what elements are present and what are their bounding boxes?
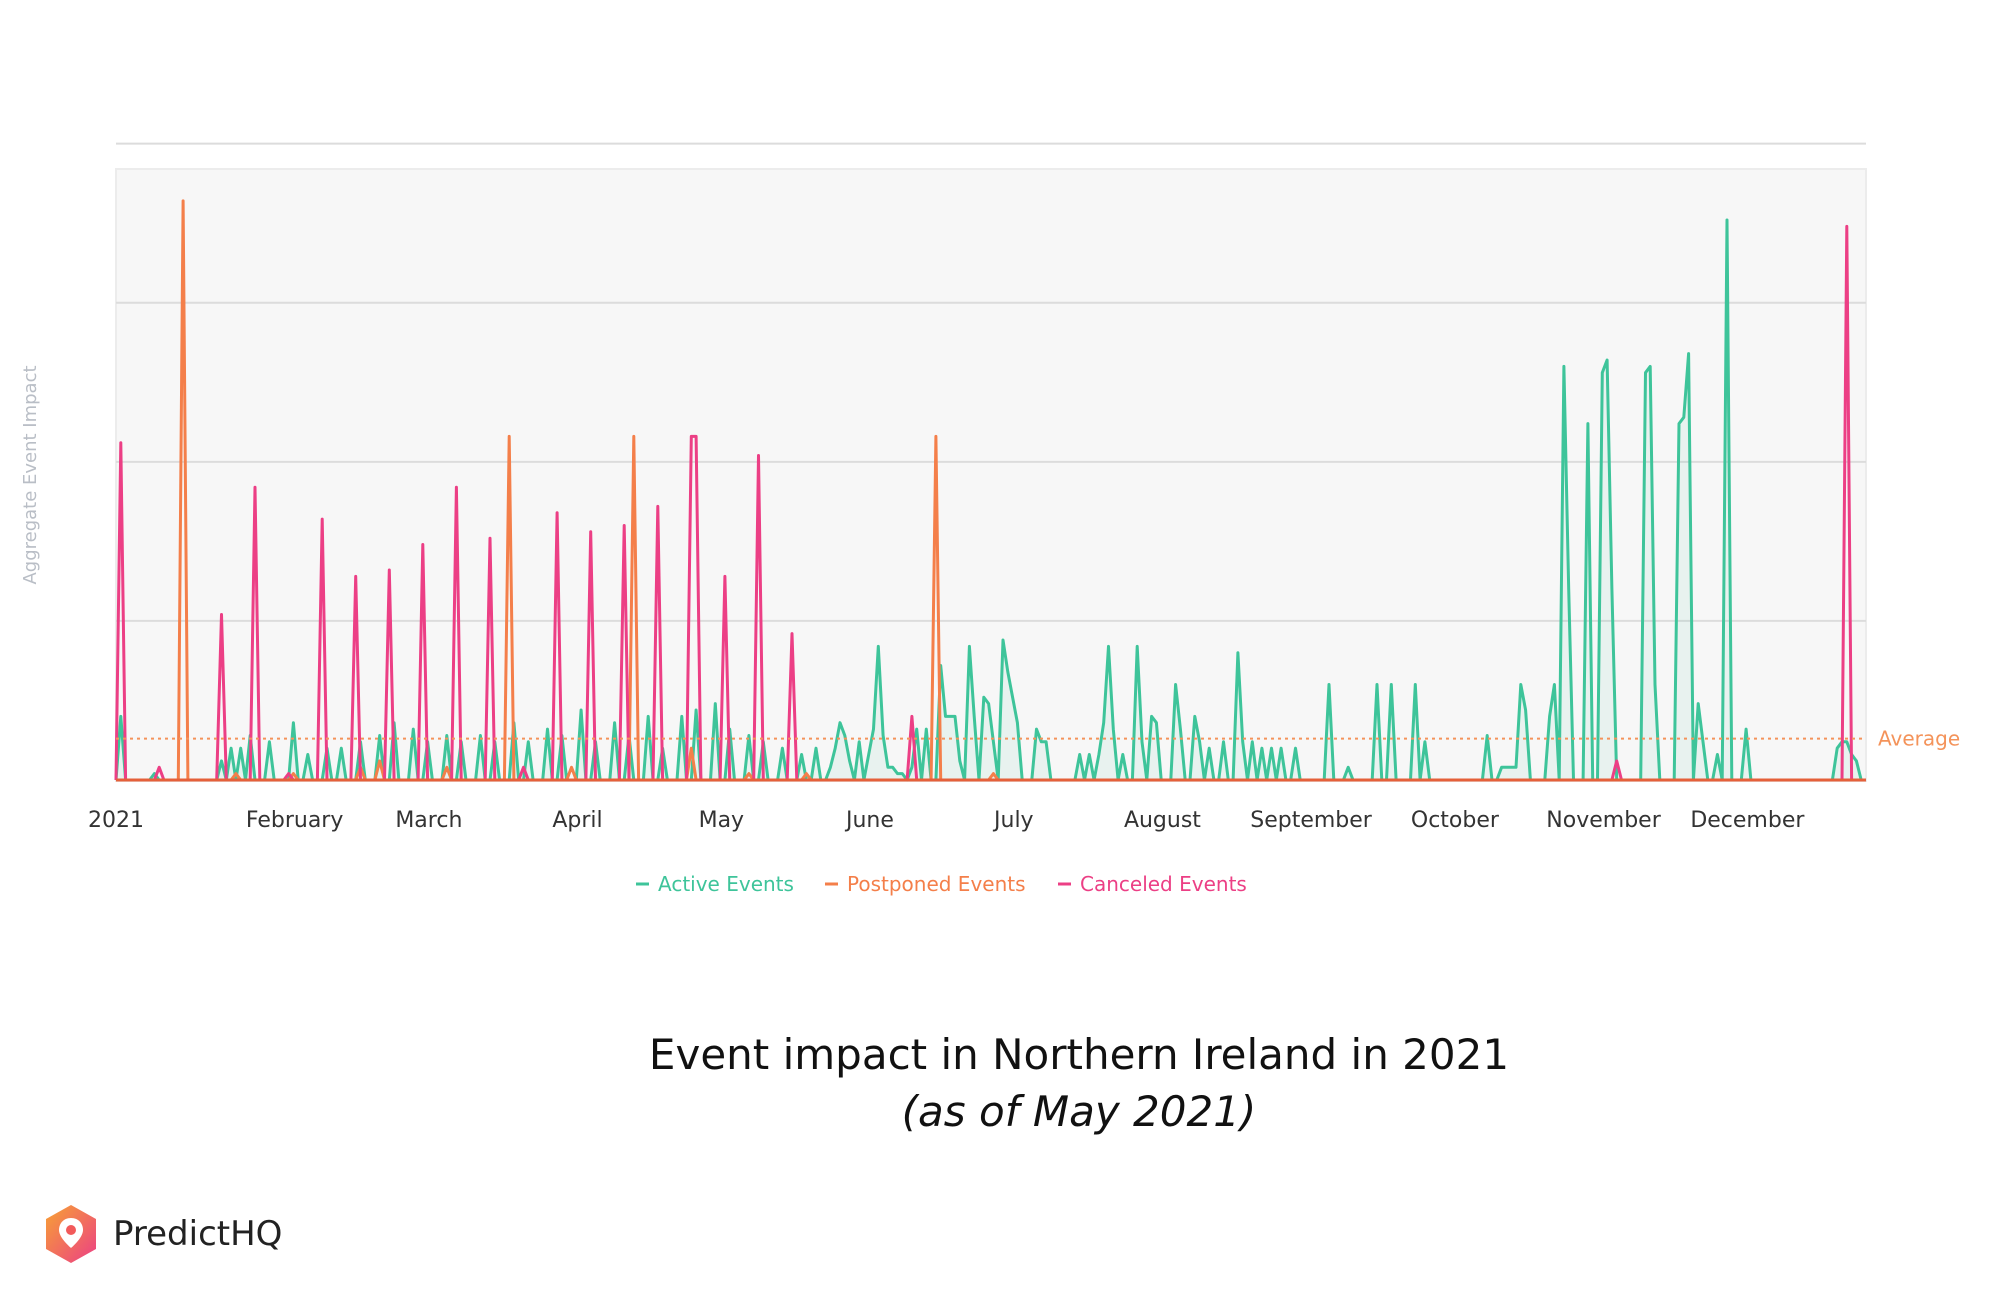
x-tick-label: September bbox=[1250, 808, 1373, 833]
y-axis-label: Aggregate Event Impact bbox=[20, 365, 41, 584]
x-tick-labels: 2021 February March April May June July August S… bbox=[88, 808, 1805, 833]
chart: Average 2021 February March April May June Jul… bbox=[20, 142, 1960, 896]
x-tick-label: October bbox=[1411, 808, 1500, 833]
x-tick-label: 2021 bbox=[88, 808, 144, 833]
gridlines bbox=[116, 142, 1866, 622]
x-tick-label: August bbox=[1124, 808, 1201, 833]
legend-label: Postponed Events bbox=[847, 872, 1026, 896]
legend: Active Events Postponed Events Canceled Ev… bbox=[636, 872, 1247, 896]
x-tick-label: November bbox=[1546, 808, 1661, 833]
active-events-area bbox=[116, 220, 1866, 780]
x-tick-label: February bbox=[246, 808, 344, 833]
x-tick-label: June bbox=[844, 808, 894, 833]
x-tick-label: December bbox=[1690, 808, 1805, 833]
caption-title: Event impact in Northern Ireland in 2021 bbox=[648, 1030, 1510, 1079]
legend-label: Canceled Events bbox=[1080, 872, 1247, 896]
average-label: Average bbox=[1878, 727, 1960, 751]
series-area-active bbox=[116, 220, 1866, 780]
predicthq-logo-icon bbox=[46, 1205, 96, 1263]
plot-background bbox=[115, 168, 1867, 782]
brand-name: PredictHQ bbox=[113, 1214, 283, 1254]
x-tick-label: May bbox=[699, 808, 744, 833]
x-tick-label: April bbox=[552, 808, 602, 833]
legend-label: Active Events bbox=[658, 872, 794, 896]
x-tick-label: July bbox=[992, 808, 1034, 833]
caption-subtitle: (as of May 2021) bbox=[901, 1087, 1257, 1136]
x-tick-label: March bbox=[395, 808, 462, 833]
average-line-group: Average bbox=[116, 727, 1960, 751]
brand: PredictHQ bbox=[43, 1203, 282, 1265]
